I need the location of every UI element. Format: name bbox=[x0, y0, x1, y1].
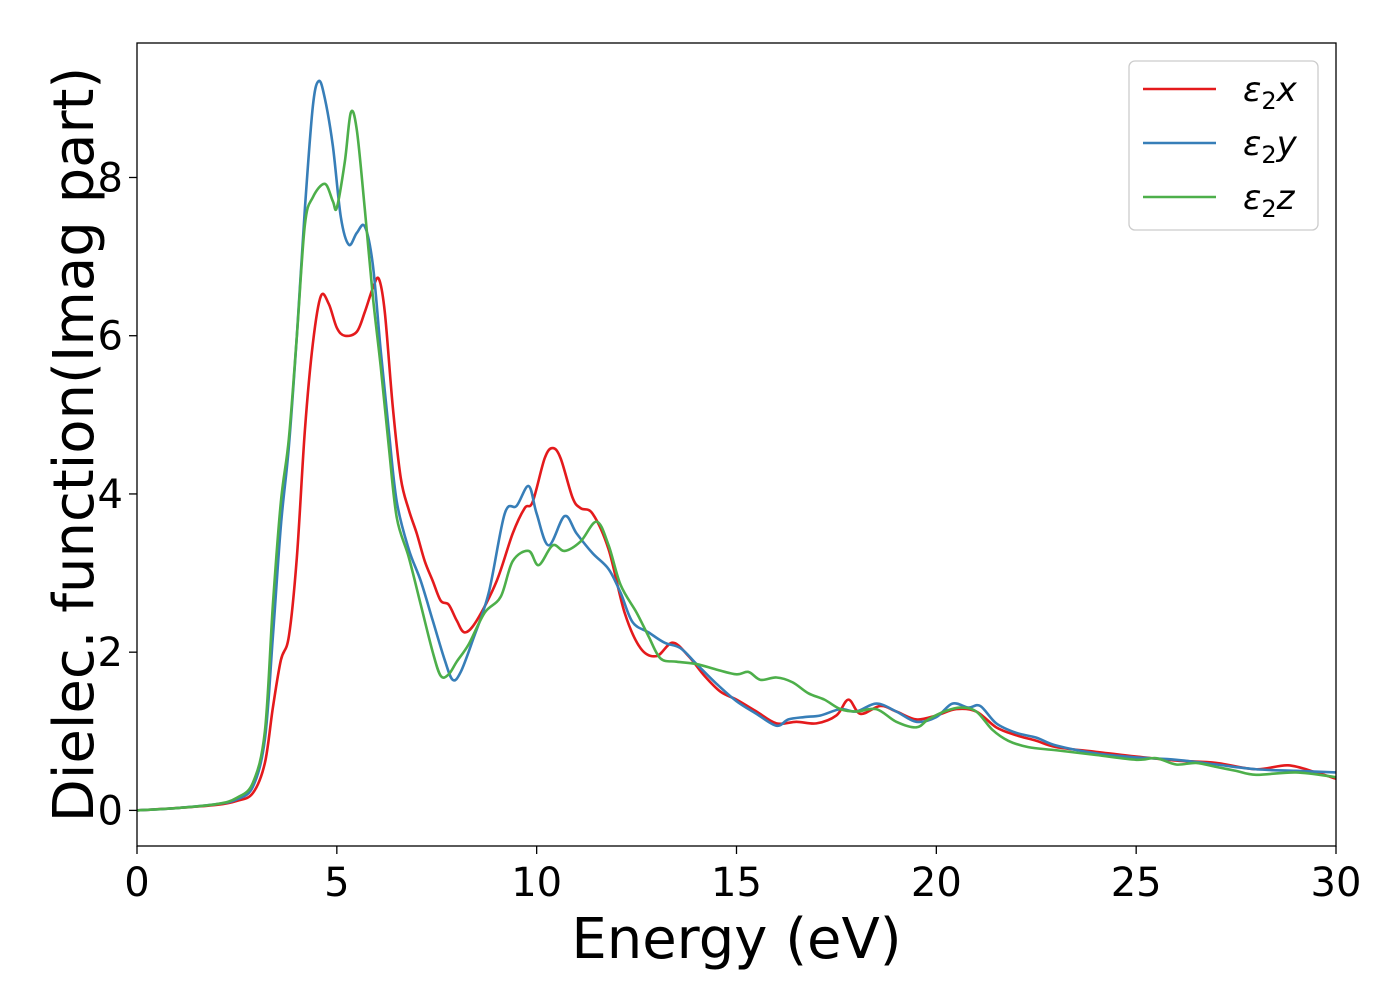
x-axis: 0 5 10 15 20 25 30 bbox=[124, 846, 1361, 906]
x-axis-title: Energy (eV) bbox=[571, 907, 901, 972]
series-layer bbox=[136, 79, 1337, 812]
x-tick-label: 30 bbox=[1311, 860, 1362, 906]
y-tick-label: 0 bbox=[98, 788, 123, 834]
x-tick-label: 20 bbox=[911, 860, 962, 906]
y-tick-label: 6 bbox=[98, 314, 123, 360]
x-tick-label: 10 bbox=[511, 860, 562, 906]
x-tick-label: 15 bbox=[711, 860, 762, 906]
x-tick-label: 25 bbox=[1111, 860, 1162, 906]
legend-label: ε2y bbox=[1243, 124, 1298, 169]
y-tick-label: 4 bbox=[98, 472, 123, 518]
legend-box bbox=[1128, 60, 1319, 231]
x-tick-label: 0 bbox=[124, 860, 149, 906]
y-tick-label: 2 bbox=[98, 630, 123, 676]
y-axis-title: Dielec. function(Imag part) bbox=[42, 67, 107, 823]
y-tick-label: 8 bbox=[98, 155, 123, 201]
legend-label: ε2x bbox=[1243, 70, 1298, 115]
legend: ε2x ε2y ε2z bbox=[1128, 60, 1319, 231]
x-tick-label: 5 bbox=[324, 860, 349, 906]
legend-label: ε2z bbox=[1243, 178, 1296, 223]
series-line-z bbox=[136, 109, 1337, 812]
y-axis: 0 2 4 6 8 bbox=[98, 155, 137, 834]
series-line-y bbox=[136, 79, 1337, 812]
